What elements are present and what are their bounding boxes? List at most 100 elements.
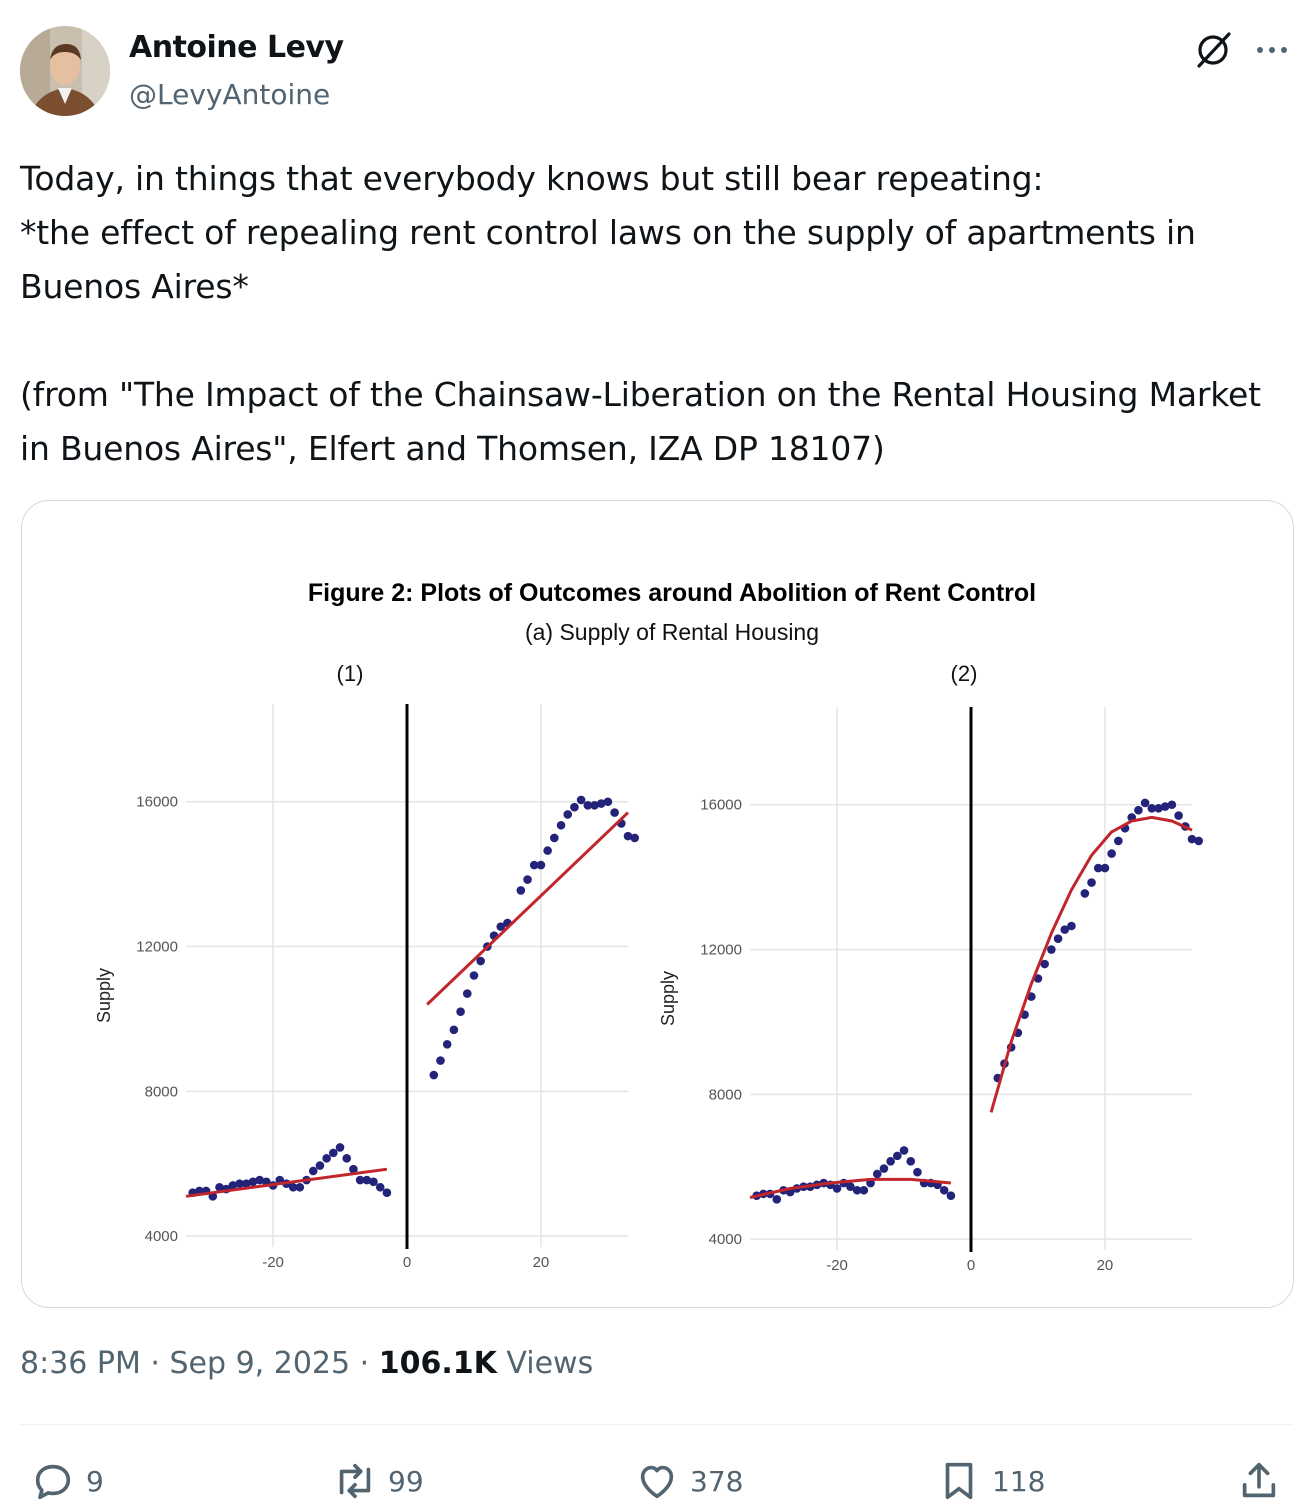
- tweet-date[interactable]: Sep 9, 2025: [169, 1346, 351, 1381]
- data-point: [529, 860, 539, 870]
- data-point: [362, 1175, 372, 1185]
- data-point: [1134, 805, 1143, 815]
- y-tick-label: 12000: [700, 942, 742, 959]
- fit-line-left: [749, 1177, 952, 1199]
- data-point: [550, 833, 559, 843]
- tweet-text: Today, in things that everybody knows bu…: [20, 159, 1261, 468]
- data-point: [596, 799, 606, 808]
- data-point: [946, 1191, 956, 1200]
- panel-label: (1): [337, 661, 364, 686]
- data-point: [1114, 836, 1123, 846]
- retweet-button[interactable]: 99: [332, 1456, 424, 1506]
- data-point: [906, 1157, 916, 1166]
- data-point: [369, 1177, 378, 1187]
- x-tick-label: 20: [1097, 1257, 1114, 1274]
- author-avatar[interactable]: [20, 26, 110, 116]
- data-point: [590, 801, 599, 810]
- x-tick-label: -20: [262, 1254, 284, 1271]
- data-point: [295, 1182, 305, 1192]
- data-point: [228, 1181, 238, 1190]
- data-point: [462, 989, 472, 998]
- x-tick-label: 0: [967, 1257, 975, 1274]
- data-point: [315, 1161, 325, 1170]
- data-point: [1107, 849, 1116, 858]
- data-point: [852, 1185, 862, 1195]
- data-point: [1093, 863, 1103, 873]
- data-point: [1160, 802, 1170, 811]
- data-point: [342, 1154, 352, 1163]
- y-axis-label: Supply: [94, 968, 114, 1023]
- data-point: [449, 1025, 459, 1035]
- data-point: [516, 886, 526, 895]
- data-point: [469, 971, 479, 980]
- bookmark-count: 118: [992, 1464, 1046, 1498]
- data-point: [872, 1169, 882, 1179]
- data-point: [349, 1164, 358, 1174]
- data-point: [355, 1175, 365, 1185]
- data-point: [255, 1175, 264, 1185]
- data-point: [630, 833, 639, 843]
- tweet-meta: 8:36 PM · Sep 9, 2025 · 106.1K Views: [20, 1346, 594, 1381]
- chart-panel-2: 4000 8000 12000 16000 -20 0 20 Supply (2): [658, 661, 1203, 1274]
- data-point: [893, 1151, 902, 1161]
- reply-button[interactable]: 9: [30, 1456, 104, 1506]
- author-handle[interactable]: @LevyAntoine: [129, 78, 331, 111]
- bookmark-icon: [945, 1462, 973, 1500]
- reply-count: 9: [86, 1464, 104, 1498]
- data-point: [583, 801, 593, 810]
- data-point: [1174, 811, 1183, 820]
- grok-icon[interactable]: [1193, 28, 1235, 70]
- data-point: [603, 797, 613, 807]
- data-point: [308, 1166, 318, 1176]
- data-point: [543, 846, 552, 855]
- data-point: [235, 1179, 244, 1188]
- chart-figure: Figure 2: Plots of Outcomes around Aboli…: [94, 579, 1203, 1274]
- retweet-icon: [339, 1463, 371, 1499]
- y-tick-label: 4000: [145, 1228, 178, 1245]
- data-point: [496, 922, 506, 931]
- fit-line-right: [426, 811, 630, 1006]
- data-point: [1047, 945, 1056, 954]
- figure-title: Figure 2: Plots of Outcomes around Aboli…: [308, 579, 1036, 607]
- data-point: [442, 1039, 452, 1049]
- data-point: [1194, 836, 1203, 846]
- tweet-media[interactable]: Figure 2: Plots of Outcomes around Aboli…: [21, 500, 1294, 1308]
- share-button[interactable]: [1236, 1456, 1292, 1506]
- data-point: [329, 1148, 338, 1158]
- more-options-icon[interactable]: [1252, 30, 1292, 70]
- data-point: [623, 831, 633, 841]
- data-point: [832, 1184, 842, 1193]
- views-count: 106.1K: [378, 1346, 497, 1381]
- data-point: [1040, 959, 1049, 969]
- bookmark-button[interactable]: 118: [936, 1456, 1045, 1506]
- data-point: [322, 1154, 331, 1163]
- x-tick-label: 20: [533, 1254, 550, 1271]
- data-point: [610, 808, 619, 817]
- data-point: [1167, 800, 1177, 810]
- views-label: Views: [506, 1346, 594, 1381]
- data-point: [879, 1164, 889, 1173]
- data-point: [241, 1179, 251, 1188]
- data-point: [429, 1070, 439, 1080]
- author-name[interactable]: Antoine Levy: [129, 30, 344, 65]
- data-point: [536, 860, 546, 870]
- data-point: [215, 1182, 224, 1192]
- like-button[interactable]: 378: [634, 1456, 743, 1506]
- data-point: [1053, 934, 1063, 943]
- data-point: [456, 1007, 465, 1016]
- x-tick-label: 0: [403, 1254, 411, 1271]
- y-tick-label: 16000: [700, 797, 742, 814]
- y-tick-label: 16000: [136, 794, 178, 811]
- data-point: [556, 820, 566, 830]
- y-tick-label: 12000: [136, 939, 178, 956]
- y-tick-label: 4000: [709, 1231, 742, 1248]
- data-point: [436, 1056, 445, 1065]
- panel-label: (2): [951, 661, 978, 686]
- y-tick-label: 8000: [709, 1086, 742, 1103]
- data-point: [1147, 804, 1157, 813]
- divider: [20, 1424, 1293, 1425]
- data-point: [563, 810, 573, 819]
- tweet-time[interactable]: 8:36 PM: [20, 1346, 141, 1381]
- data-point: [913, 1167, 922, 1177]
- data-point: [899, 1146, 909, 1155]
